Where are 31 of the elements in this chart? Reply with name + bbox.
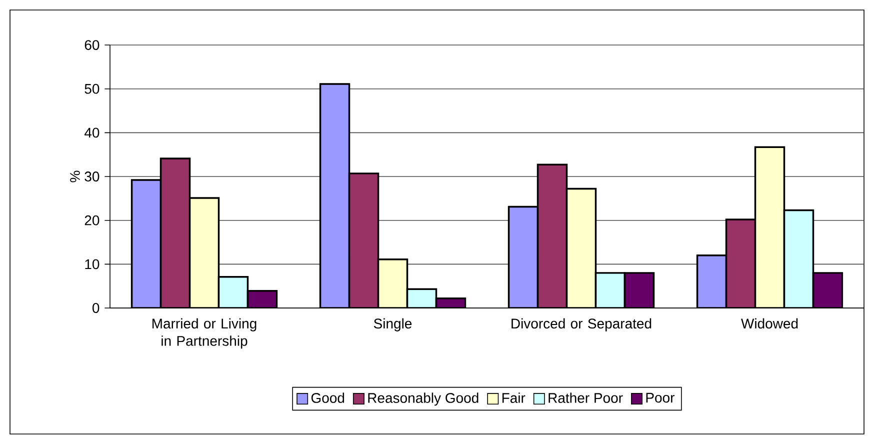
- bar: [377, 258, 408, 308]
- bar: [783, 209, 814, 308]
- bar: [536, 164, 568, 308]
- bar: [508, 206, 539, 308]
- legend-label: Rather Poor: [548, 392, 623, 403]
- y-tick-label: 10: [85, 259, 100, 270]
- x-tick-label: Widowed: [741, 318, 798, 329]
- legend-label: Reasonably Good: [368, 392, 478, 406]
- x-tick-label: Married or Living in Partnership: [152, 318, 256, 349]
- bar: [348, 172, 380, 308]
- bar: [188, 197, 220, 308]
- x-tick-label: Single: [374, 318, 412, 332]
- bar: [218, 276, 249, 308]
- x-tick-label: Divorced or Separated: [512, 318, 652, 332]
- y-tick-label: 60: [84, 40, 100, 50]
- legend-label: Fair: [502, 392, 526, 403]
- bar: [160, 158, 191, 308]
- bar: [319, 83, 350, 308]
- y-tick-label: 30: [84, 172, 100, 182]
- y-tick-label: 50: [84, 84, 100, 94]
- bar: [696, 254, 728, 308]
- y-tick-label: 20: [84, 215, 100, 226]
- legend-label: Poor: [646, 392, 675, 403]
- y-axis-title: %: [70, 170, 80, 182]
- y-tick-label: 0: [92, 303, 100, 313]
- bar: [130, 179, 162, 308]
- bar: [725, 218, 756, 308]
- y-tick-label: 40: [84, 128, 100, 138]
- legend-label: Good: [311, 392, 344, 403]
- bar: [566, 188, 597, 308]
- bar: [754, 146, 786, 308]
